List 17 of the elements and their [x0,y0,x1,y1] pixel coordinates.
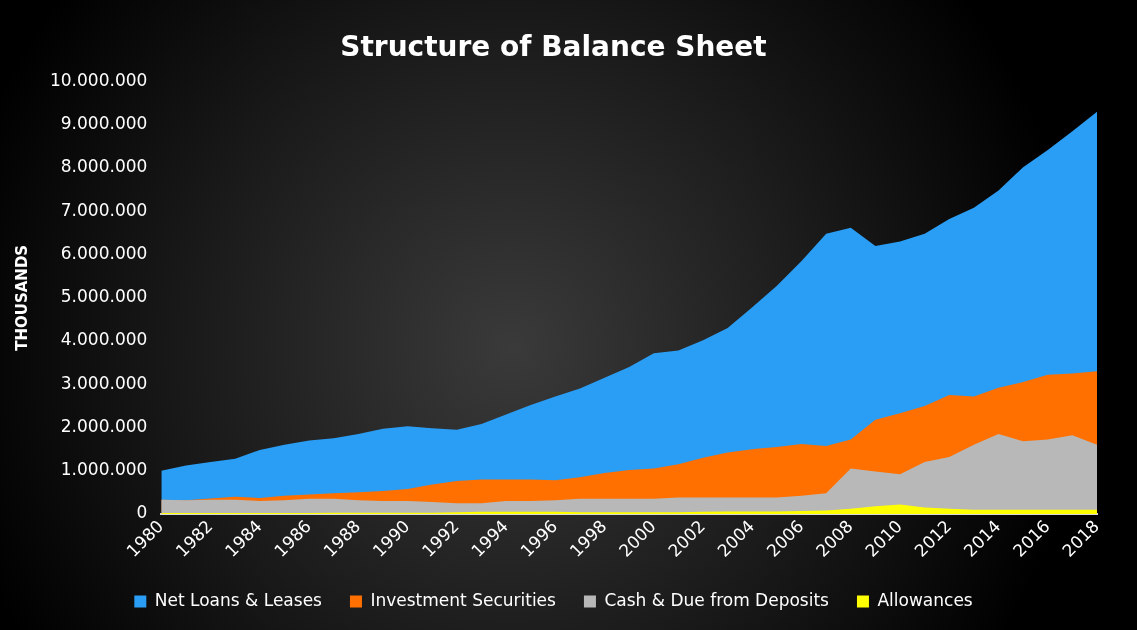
legend-label: Allowances [877,589,973,610]
y-tick-label: 10.000.000 [49,70,148,91]
y-tick-label: 6.000.000 [60,242,148,263]
y-tick-label: 8.000.000 [60,156,148,177]
y-tick-label: 3.000.000 [60,372,148,393]
y-tick-label: 2.000.000 [60,415,148,436]
legend-label: Net Loans & Leases [154,589,323,610]
y-tick-label: 7.000.000 [60,199,148,220]
y-tick-label: 4.000.000 [60,329,148,350]
y-tick-label: 5.000.000 [60,286,148,307]
legend-label: Cash & Due from Deposits [604,589,830,610]
legend-label: Investment Securities [370,589,557,610]
y-tick-label: 1.000.000 [60,459,148,480]
y-tick-label: 0 [136,502,148,523]
y-axis-title: THOUSANDS [12,244,31,351]
y-tick-label: 9.000.000 [60,113,148,134]
chart-title: Structure of Balance Sheet [340,30,767,64]
